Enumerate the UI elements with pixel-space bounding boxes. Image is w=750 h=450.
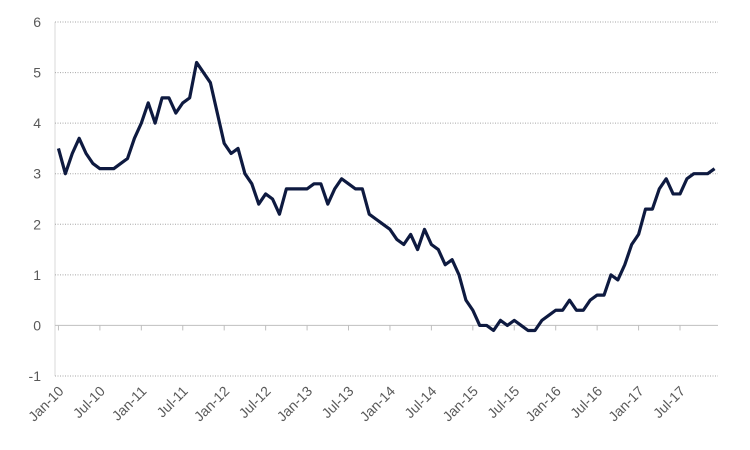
y-tick-label: 3 — [33, 166, 41, 182]
y-tick-label: 6 — [33, 14, 41, 30]
x-tick-label: Jan-16 — [522, 383, 564, 425]
x-tick-label: Jan-14 — [356, 383, 398, 425]
x-tick-label: Jan-17 — [605, 383, 647, 425]
y-tick-label: 4 — [33, 115, 41, 131]
x-tick-label: Jan-10 — [25, 383, 67, 425]
x-tick-label: Jul-14 — [401, 383, 439, 421]
x-tick-label: Jul-10 — [70, 383, 108, 421]
x-tick-label: Jul-16 — [567, 383, 605, 421]
line-series — [56, 60, 716, 333]
x-tick-label: Jan-13 — [274, 383, 316, 425]
x-tick-label: Jul-17 — [650, 383, 688, 421]
x-tick-label: Jan-15 — [439, 383, 481, 425]
x-tick-label: Jan-11 — [109, 383, 150, 424]
x-tick-label: Jul-13 — [318, 383, 356, 421]
x-tick-label: Jul-11 — [153, 383, 191, 421]
y-tick-label: 1 — [33, 267, 41, 283]
y-tick-label: 0 — [33, 317, 41, 333]
y-tick-label: 5 — [33, 65, 41, 81]
x-tick-label: Jul-15 — [484, 383, 522, 421]
y-tick-label: -1 — [29, 368, 42, 384]
y-tick-label: 2 — [33, 216, 41, 232]
x-tick-label: Jan-12 — [191, 383, 233, 425]
x-tick-label: Jul-12 — [235, 383, 273, 421]
